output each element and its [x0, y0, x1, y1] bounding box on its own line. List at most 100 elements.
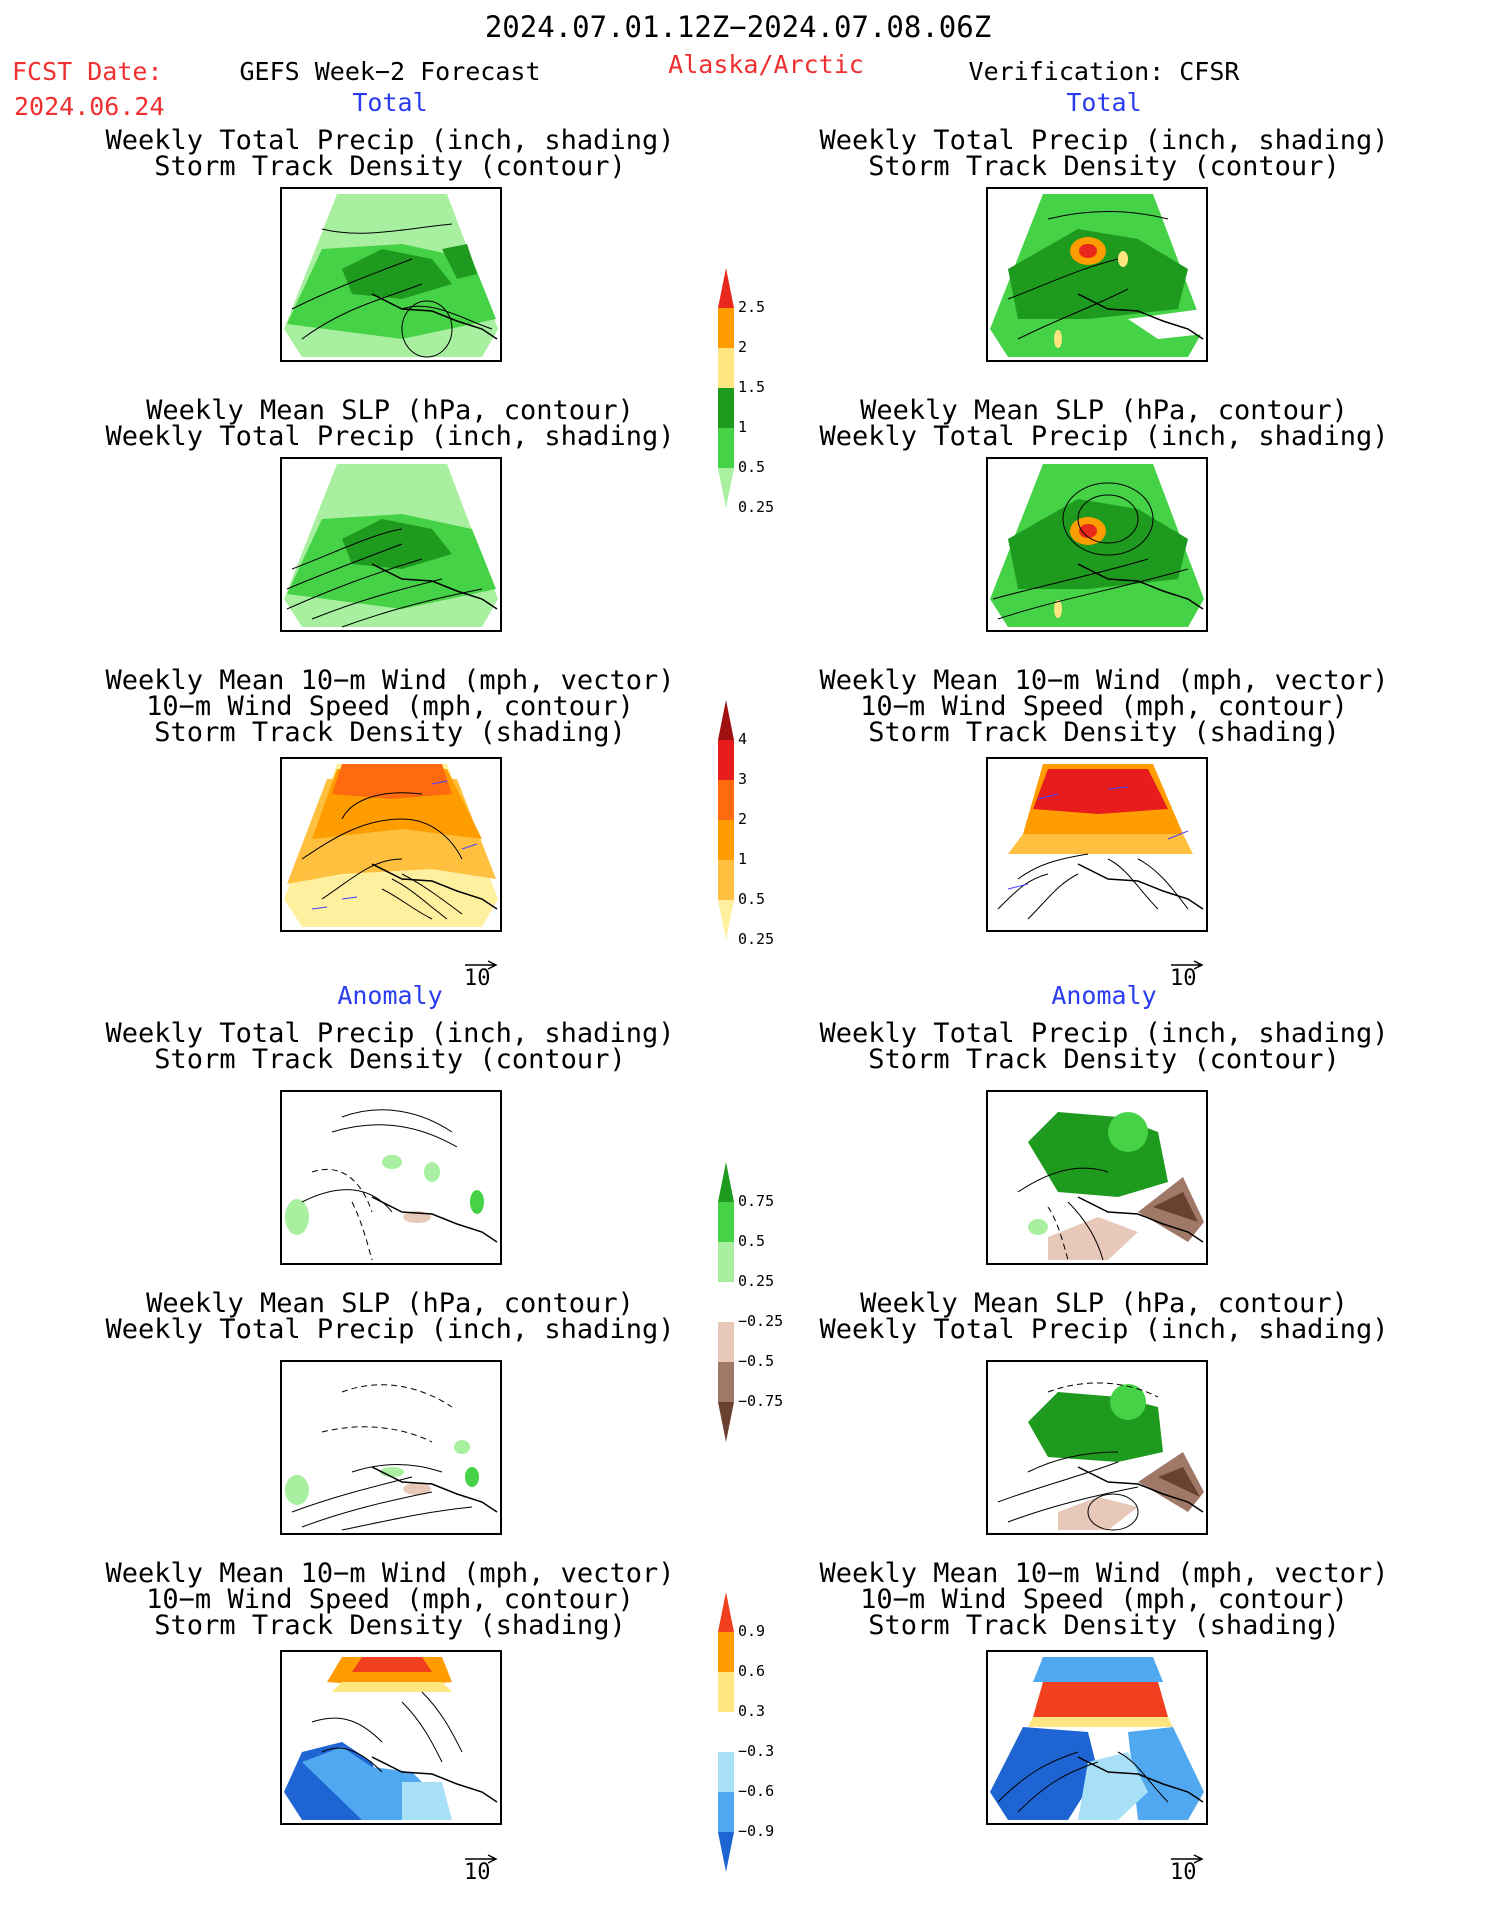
colorbar-segment: [718, 820, 734, 860]
section-total-left: Total: [352, 88, 428, 117]
reference-vector-label: 10: [1170, 966, 1197, 991]
map-wind-forecast: [280, 757, 502, 932]
colorbar-segment: [718, 428, 734, 468]
panel-title-line: Weekly Total Precip (inch, shading): [105, 421, 675, 452]
colorbar-precip-anomaly: 0.75 0.5 0.25 −0.25 −0.5 −0.75: [718, 1162, 783, 1446]
colorbar-tick-label: 1: [738, 850, 748, 868]
colorbar-tick-label: 0.6: [738, 1662, 766, 1680]
model-name: GEFS Week−2 Forecast: [239, 57, 541, 86]
map-wind-forecast-anomaly: [280, 1650, 502, 1825]
colorbar-tick-label: 0.25: [738, 930, 775, 948]
reference-vector: 10: [464, 1854, 498, 1885]
panel-title-line: Weekly Mean SLP (hPa, contour): [146, 1288, 634, 1319]
colorbar-track-total: 4 3 2 1 0.5 0.25: [718, 700, 774, 947]
map-image: [1017, 1112, 1204, 1261]
map-slp-precip-analysis-anomaly: [986, 1360, 1208, 1535]
map-slp-precip-forecast: [280, 457, 502, 632]
colorbar-segment: [718, 1402, 734, 1442]
colorbar-track-anomaly: 0.9 0.6 0.3 −0.3 −0.6 −0.9: [718, 1592, 774, 1876]
map-precip-track-forecast-anomaly: [280, 1090, 502, 1265]
verification-label: Verification: CFSR: [968, 57, 1240, 86]
colorbar-segment: [718, 268, 734, 308]
colorbar-segment: [718, 1592, 734, 1632]
colorbar-segment: [718, 740, 734, 780]
colorbar-graphic: [718, 1162, 734, 1442]
section-total-right: Total: [1066, 88, 1142, 117]
colorbar-segment: [718, 308, 734, 348]
colorbar-tick-label: 0.25: [738, 498, 775, 516]
map-image: [284, 1657, 498, 1820]
fcst-date-value: 2024.06.24: [14, 92, 165, 121]
colorbar-tick-label: 0.5: [738, 1232, 766, 1250]
colorbar-graphic: [718, 268, 734, 508]
map-wind-analysis: [986, 757, 1208, 932]
colorbar-segment: [718, 700, 734, 740]
map-image: [997, 1382, 1204, 1531]
map-wind-analysis-anomaly: [986, 1650, 1208, 1825]
colorbar-segment: [718, 1792, 734, 1832]
section-anomaly-left: Anomaly: [337, 981, 443, 1010]
colorbar-tick-label: 1.5: [738, 378, 766, 396]
panel-title-line: Storm Track Density (shading): [868, 1610, 1340, 1641]
colorbar-graphic: [718, 1592, 734, 1872]
panel-title-line: 10−m Wind Speed (mph, contour): [146, 1584, 634, 1615]
colorbar-tick-label: 2.5: [738, 298, 766, 316]
panel-title-line: 10−m Wind Speed (mph, contour): [146, 691, 634, 722]
reference-vector-label: 10: [464, 1860, 491, 1885]
reference-vector-label: 10: [464, 966, 491, 991]
colorbar-tick-label: −0.25: [738, 1312, 784, 1330]
reference-vector: 10: [1170, 960, 1204, 991]
reference-vector: 10: [464, 960, 498, 991]
arrow-right-icon: [1171, 1854, 1204, 1864]
panel-title-line: Weekly Mean 10−m Wind (mph, vector): [819, 665, 1389, 696]
colorbar-precip-total: 2.5 2 1.5 1 0.5 0.25: [718, 268, 774, 515]
panel-title-line: Storm Track Density (shading): [868, 717, 1340, 748]
map-image: [990, 1657, 1204, 1820]
map-image: [990, 194, 1204, 357]
colorbar-segment: [718, 348, 734, 388]
panel-title-line: Storm Track Density (contour): [154, 1044, 626, 1075]
colorbar-segment: [718, 1632, 734, 1672]
colorbar-segment: [718, 1242, 734, 1282]
map-image: [284, 764, 498, 927]
reference-vector-label: 10: [1170, 1860, 1197, 1885]
map-image: [285, 1109, 498, 1261]
colorbar-segment: [718, 388, 734, 428]
colorbar-tick-label: 0.25: [738, 1272, 775, 1290]
panel-title-line: Storm Track Density (shading): [154, 1610, 626, 1641]
map-image: [285, 1384, 498, 1531]
arrow-right-icon: [465, 1854, 498, 1864]
colorbar-segment: [718, 1672, 734, 1712]
colorbar-tick-label: 0.75: [738, 1192, 775, 1210]
reference-vector: 10: [1170, 1854, 1204, 1885]
map-image: [284, 194, 498, 358]
colorbar-segment: [718, 468, 734, 508]
map-slp-precip-analysis: [986, 457, 1208, 632]
panel-title-line: Storm Track Density (contour): [868, 151, 1340, 182]
panel-title-line: Storm Track Density (shading): [154, 717, 626, 748]
colorbar-tick-label: 0.9: [738, 1622, 766, 1640]
panel-title-line: Weekly Mean SLP (hPa, contour): [146, 395, 634, 426]
colorbar-segment: [718, 1752, 734, 1792]
arrow-right-icon: [465, 960, 498, 970]
colorbar-segment: [718, 1712, 734, 1752]
panel-title-line: Storm Track Density (contour): [868, 1044, 1340, 1075]
colorbar-segment: [718, 1322, 734, 1362]
map-precip-track-analysis: [986, 187, 1208, 362]
region-name: Alaska/Arctic: [668, 50, 864, 79]
colorbar-segment: [718, 1362, 734, 1402]
panel-title-line: Weekly Total Precip (inch, shading): [819, 421, 1389, 452]
colorbar-segment: [718, 900, 734, 940]
date-range: 2024.07.01.12Z−2024.07.08.06Z: [484, 10, 992, 44]
colorbar-segment: [718, 1162, 734, 1202]
section-anomaly-right: Anomaly: [1051, 981, 1157, 1010]
map-precip-track-analysis-anomaly: [986, 1090, 1208, 1265]
panel-title-line: Weekly Mean SLP (hPa, contour): [860, 1288, 1348, 1319]
colorbar-tick-label: −0.5: [738, 1352, 775, 1370]
map-image: [284, 464, 498, 628]
panel-title-line: 10−m Wind Speed (mph, contour): [860, 691, 1348, 722]
colorbar-tick-label: 0.5: [738, 458, 766, 476]
colorbar-segment: [718, 1202, 734, 1242]
colorbar-graphic: [718, 700, 734, 940]
colorbar-tick-label: 2: [738, 338, 748, 356]
